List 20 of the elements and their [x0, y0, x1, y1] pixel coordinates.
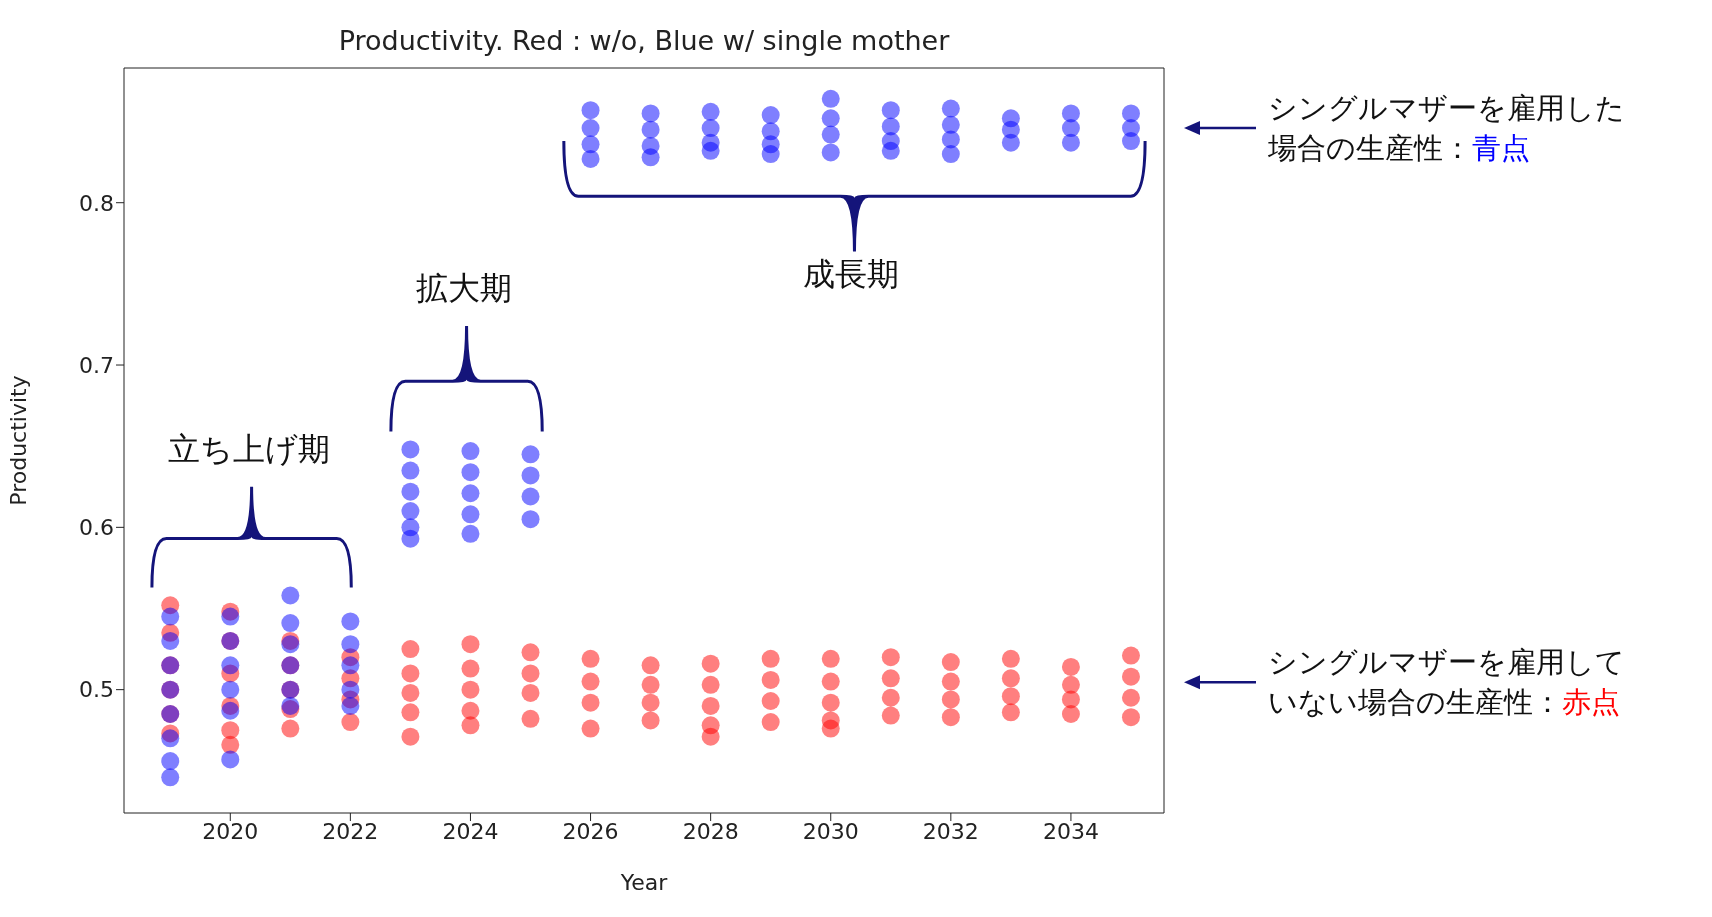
- text: 赤点: [1562, 686, 1620, 719]
- x-tick-label: 2022: [322, 818, 379, 844]
- x-tick-label: 2028: [682, 818, 739, 844]
- x-tick-label: 2034: [1042, 818, 1099, 844]
- x-axis-title: Year: [619, 870, 669, 895]
- x-tick-label: 2026: [562, 818, 619, 844]
- y-axis-title: Productivity: [5, 375, 31, 506]
- chart-title: Productivity. Red : w/o, Blue w/ single mother: [338, 25, 951, 56]
- x-tick-label: 2020: [202, 818, 259, 844]
- annotation: 成長期: [802, 254, 899, 293]
- annotation: 立ち上げ期: [167, 430, 330, 469]
- y-tick-label: 0.8: [79, 190, 114, 216]
- x-tick-label: 2030: [802, 818, 859, 844]
- text: 青点: [1472, 132, 1530, 165]
- x-tick-label: 2032: [922, 818, 979, 844]
- y-tick-label: 0.5: [79, 677, 114, 703]
- x-tick-label: 2024: [442, 818, 499, 844]
- annotation: 拡大期: [416, 269, 513, 308]
- y-tick-label: 0.7: [79, 352, 114, 378]
- y-tick-label: 0.6: [79, 515, 114, 541]
